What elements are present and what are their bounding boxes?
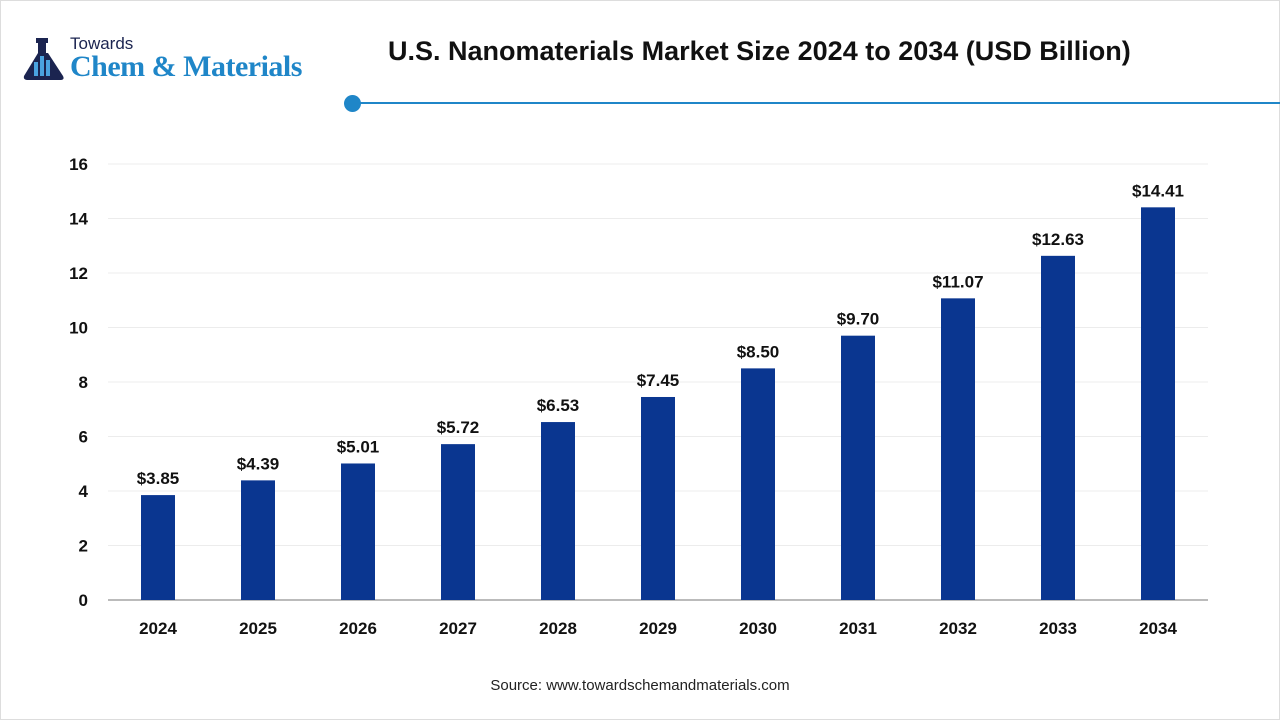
bar-2029: [641, 396, 675, 600]
y-tick-label: 0: [79, 591, 88, 610]
y-tick-label: 4: [79, 482, 89, 501]
x-tick-label: 2027: [439, 619, 477, 638]
title-dot: [344, 95, 361, 112]
x-tick-label: 2030: [739, 619, 777, 638]
y-tick-label: 6: [79, 428, 88, 447]
bar-2030: [741, 368, 775, 600]
data-label: $12.63: [1032, 230, 1084, 249]
x-tick-label: 2024: [139, 619, 177, 638]
bar-2034: [1141, 207, 1175, 600]
logo-name: Chem & Materials: [70, 50, 302, 83]
data-label: $8.50: [737, 342, 780, 361]
y-tick-label: 14: [69, 210, 88, 229]
flask-icon: [23, 38, 64, 80]
data-label: $9.70: [837, 310, 880, 329]
x-tick-label: 2026: [339, 619, 377, 638]
data-label: $4.39: [237, 454, 280, 473]
title-rule: [352, 102, 1280, 104]
data-label: $7.45: [637, 371, 680, 390]
y-tick-label: 2: [79, 537, 88, 556]
bar-2024: [141, 495, 175, 600]
logo-towards: Towards: [70, 34, 134, 53]
x-tick-label: 2032: [939, 619, 977, 638]
y-tick-label: 8: [79, 373, 88, 392]
y-tick-label: 10: [69, 319, 88, 338]
x-tick-label: 2031: [839, 619, 877, 638]
bar-2033: [1041, 255, 1075, 600]
y-tick-label: 12: [69, 264, 88, 283]
x-tick-label: 2033: [1039, 619, 1077, 638]
bar-2028: [541, 422, 575, 600]
bar-2032: [941, 298, 975, 600]
data-label: $3.85: [137, 469, 180, 488]
bar-2031: [841, 335, 875, 600]
source-note: Source: www.towardschemandmaterials.com: [490, 677, 790, 694]
data-label: $6.53: [537, 396, 580, 415]
x-tick-label: 2034: [1139, 619, 1177, 638]
x-tick-label: 2025: [239, 619, 277, 638]
data-label: $14.41: [1132, 181, 1184, 200]
y-tick-label: 16: [69, 155, 88, 174]
bar-2025: [241, 480, 275, 600]
x-tick-label: 2028: [539, 619, 577, 638]
data-label: $11.07: [932, 272, 983, 291]
data-label: $5.01: [337, 437, 380, 456]
bar-2026: [341, 463, 375, 600]
data-label: $5.72: [437, 418, 480, 437]
x-tick-label: 2029: [639, 619, 677, 638]
bar-2027: [441, 444, 475, 600]
chart-title: U.S. Nanomaterials Market Size 2024 to 2…: [388, 36, 1131, 66]
